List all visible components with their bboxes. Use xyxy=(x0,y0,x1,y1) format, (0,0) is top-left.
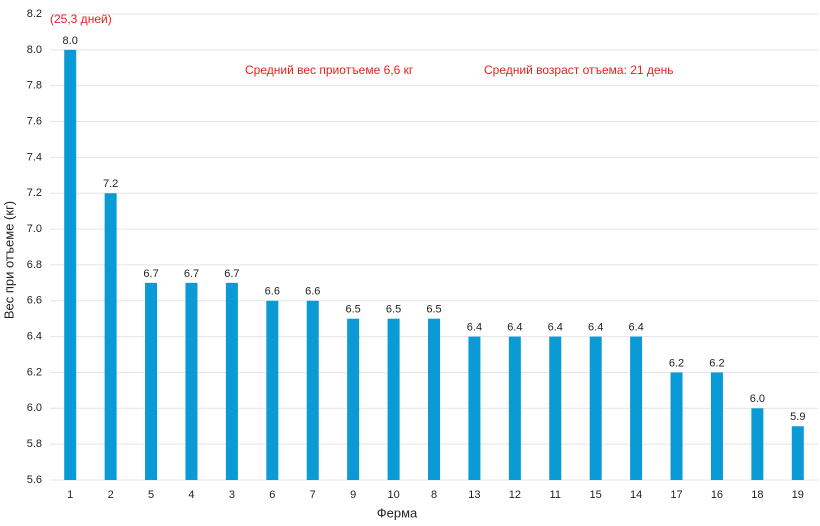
bar xyxy=(225,282,238,480)
value-label: 6.5 xyxy=(346,304,361,316)
x-tick-label: 2 xyxy=(108,489,114,501)
x-tick-label: 9 xyxy=(350,489,356,501)
x-tick-label: 16 xyxy=(711,489,723,501)
bar xyxy=(185,282,198,480)
y-tick-label: 8.2 xyxy=(27,8,42,20)
value-label: 6.4 xyxy=(467,322,482,334)
bar xyxy=(630,336,643,480)
y-tick-label: 6.4 xyxy=(27,331,42,343)
value-label: 6.6 xyxy=(265,286,280,298)
x-tick-label: 17 xyxy=(670,489,682,501)
y-axis-label: Вес при отъеме (кг) xyxy=(1,201,16,319)
x-tick-label: 4 xyxy=(188,489,194,501)
bar xyxy=(549,336,562,480)
x-tick-label: 7 xyxy=(310,489,316,501)
value-label: 5.9 xyxy=(790,411,805,423)
value-label: 6.5 xyxy=(386,304,401,316)
bar xyxy=(710,372,723,480)
y-tick-label: 6.6 xyxy=(27,295,42,307)
x-tick-label: 14 xyxy=(630,489,642,501)
y-tick-label: 6.8 xyxy=(27,259,42,271)
x-tick-label: 3 xyxy=(229,489,235,501)
bar xyxy=(508,336,521,480)
x-axis-label: Ферма xyxy=(377,505,418,520)
y-tick-label: 7.2 xyxy=(27,187,42,199)
annotation: Средний вес приотъеме 6,6 кг xyxy=(245,63,414,77)
x-tick-label: 15 xyxy=(590,489,602,501)
bar xyxy=(670,372,683,480)
value-label: 6.2 xyxy=(669,357,684,369)
value-label: 6.4 xyxy=(507,322,522,334)
annotation: (25,3 дней) xyxy=(50,12,112,26)
value-label: 6.6 xyxy=(305,286,320,298)
y-tick-label: 7.6 xyxy=(27,115,42,127)
value-label: 6.0 xyxy=(750,393,765,405)
value-label: 6.4 xyxy=(548,322,563,334)
annotation: Средний возраст отъема: 21 день xyxy=(484,63,674,77)
bar xyxy=(347,318,360,480)
x-tick-label: 1 xyxy=(67,489,73,501)
y-tick-label: 7.0 xyxy=(27,223,42,235)
bar xyxy=(64,49,77,480)
y-tick-label: 7.4 xyxy=(27,151,42,163)
bar xyxy=(145,282,158,480)
value-label: 8.0 xyxy=(63,35,78,47)
y-tick-label: 6.2 xyxy=(27,366,42,378)
bar xyxy=(589,336,602,480)
y-tick-label: 5.8 xyxy=(27,438,42,450)
value-label: 6.2 xyxy=(709,357,724,369)
x-tick-label: 6 xyxy=(269,489,275,501)
x-tick-label: 12 xyxy=(509,489,521,501)
value-label: 6.4 xyxy=(588,322,603,334)
x-tick-label: 19 xyxy=(792,489,804,501)
bar xyxy=(468,336,481,480)
bar xyxy=(751,408,764,480)
bar xyxy=(387,318,400,480)
y-tick-label: 8.0 xyxy=(27,44,42,56)
bar xyxy=(791,426,804,480)
x-tick-label: 5 xyxy=(148,489,154,501)
y-tick-label: 6.0 xyxy=(27,402,42,414)
value-label: 6.5 xyxy=(426,304,441,316)
value-label: 6.7 xyxy=(224,268,239,280)
value-label: 6.7 xyxy=(184,268,199,280)
bar xyxy=(104,193,117,480)
x-tick-label: 13 xyxy=(468,489,480,501)
x-tick-label: 8 xyxy=(431,489,437,501)
x-tick-label: 10 xyxy=(387,489,399,501)
value-label: 7.2 xyxy=(103,178,118,190)
value-label: 6.7 xyxy=(143,268,158,280)
bar xyxy=(266,300,279,480)
y-tick-label: 5.6 xyxy=(27,474,42,486)
x-tick-label: 18 xyxy=(751,489,763,501)
bar xyxy=(306,300,319,480)
bar xyxy=(428,318,440,480)
y-tick-label: 7.8 xyxy=(27,80,42,92)
value-label: 6.4 xyxy=(628,322,643,334)
x-tick-label: 11 xyxy=(550,489,561,501)
